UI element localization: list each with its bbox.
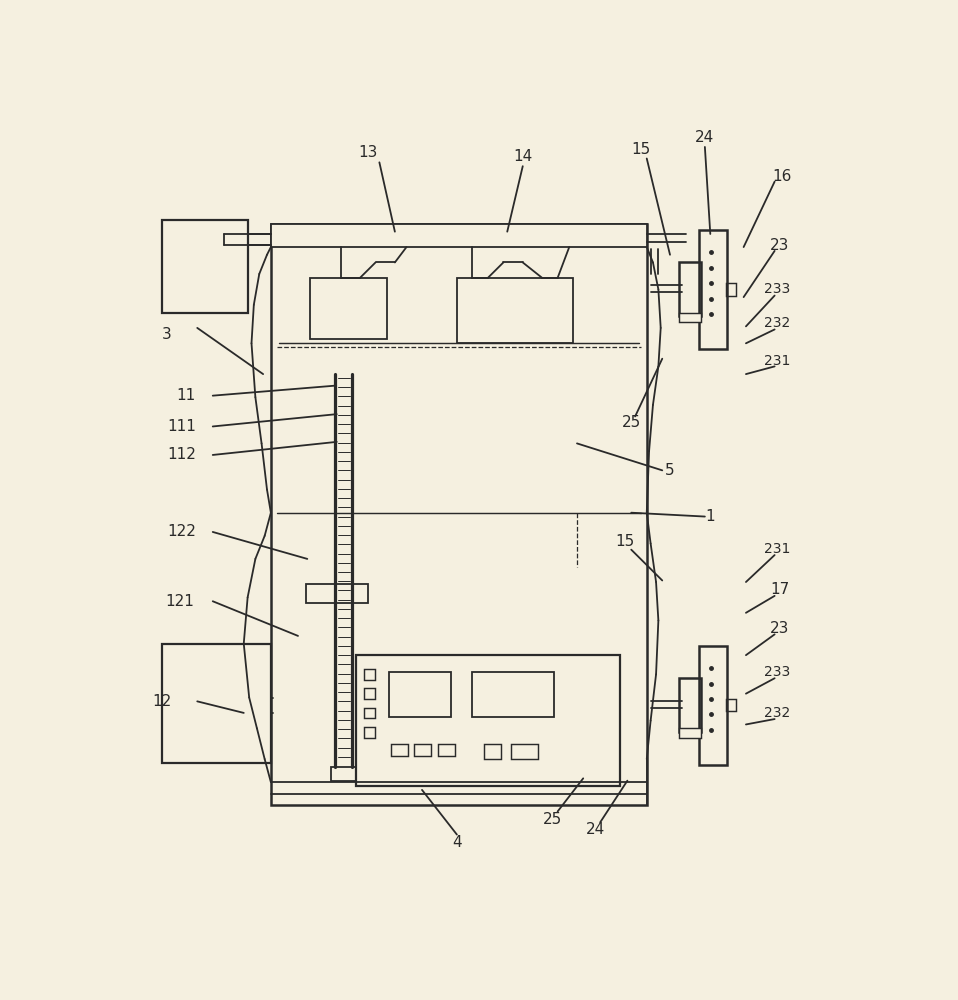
Text: 15: 15 bbox=[631, 142, 650, 157]
Bar bbox=[162, 644, 271, 763]
Text: 13: 13 bbox=[358, 145, 377, 160]
Bar bbox=[679, 728, 701, 738]
Bar bbox=[679, 678, 701, 732]
Text: 232: 232 bbox=[764, 316, 790, 330]
Bar bbox=[306, 584, 368, 603]
Text: 16: 16 bbox=[773, 169, 792, 184]
Bar bbox=[699, 230, 726, 349]
Text: 233: 233 bbox=[764, 282, 790, 296]
Text: 121: 121 bbox=[166, 594, 194, 609]
Bar bbox=[309, 278, 387, 339]
Bar bbox=[364, 688, 375, 699]
Text: 17: 17 bbox=[770, 582, 789, 597]
Text: 1: 1 bbox=[705, 509, 715, 524]
Bar bbox=[726, 283, 736, 296]
Text: 25: 25 bbox=[622, 415, 641, 430]
Text: 111: 111 bbox=[168, 419, 196, 434]
Text: 4: 4 bbox=[452, 835, 462, 850]
Bar bbox=[389, 672, 450, 717]
Text: 122: 122 bbox=[168, 524, 196, 539]
Text: 25: 25 bbox=[542, 812, 561, 827]
Bar bbox=[271, 224, 647, 247]
Bar bbox=[726, 699, 736, 711]
Text: 12: 12 bbox=[152, 694, 172, 709]
Bar bbox=[391, 744, 408, 756]
Text: 24: 24 bbox=[586, 822, 605, 837]
Text: 231: 231 bbox=[764, 354, 790, 368]
Bar bbox=[414, 744, 431, 756]
Text: 5: 5 bbox=[665, 463, 674, 478]
Bar bbox=[364, 669, 375, 680]
Bar bbox=[356, 655, 620, 786]
Bar bbox=[162, 220, 247, 312]
Text: 14: 14 bbox=[513, 149, 533, 164]
Bar bbox=[438, 744, 454, 756]
Text: 23: 23 bbox=[770, 238, 789, 253]
Text: 11: 11 bbox=[176, 388, 195, 403]
Text: 3: 3 bbox=[161, 327, 171, 342]
Bar bbox=[679, 312, 701, 322]
Bar bbox=[679, 262, 701, 316]
Text: 233: 233 bbox=[764, 665, 790, 679]
Text: 231: 231 bbox=[764, 542, 790, 556]
Bar bbox=[484, 744, 501, 759]
Text: 15: 15 bbox=[615, 534, 634, 549]
Bar bbox=[331, 767, 356, 781]
Bar bbox=[364, 708, 375, 718]
Bar bbox=[271, 224, 647, 805]
Text: 112: 112 bbox=[168, 447, 196, 462]
Text: 23: 23 bbox=[770, 621, 789, 636]
Bar bbox=[699, 646, 726, 765]
Bar bbox=[472, 672, 554, 717]
Text: 24: 24 bbox=[696, 130, 715, 145]
Text: 232: 232 bbox=[764, 706, 790, 720]
Bar bbox=[364, 727, 375, 738]
Bar bbox=[512, 744, 538, 759]
Bar bbox=[457, 278, 573, 343]
